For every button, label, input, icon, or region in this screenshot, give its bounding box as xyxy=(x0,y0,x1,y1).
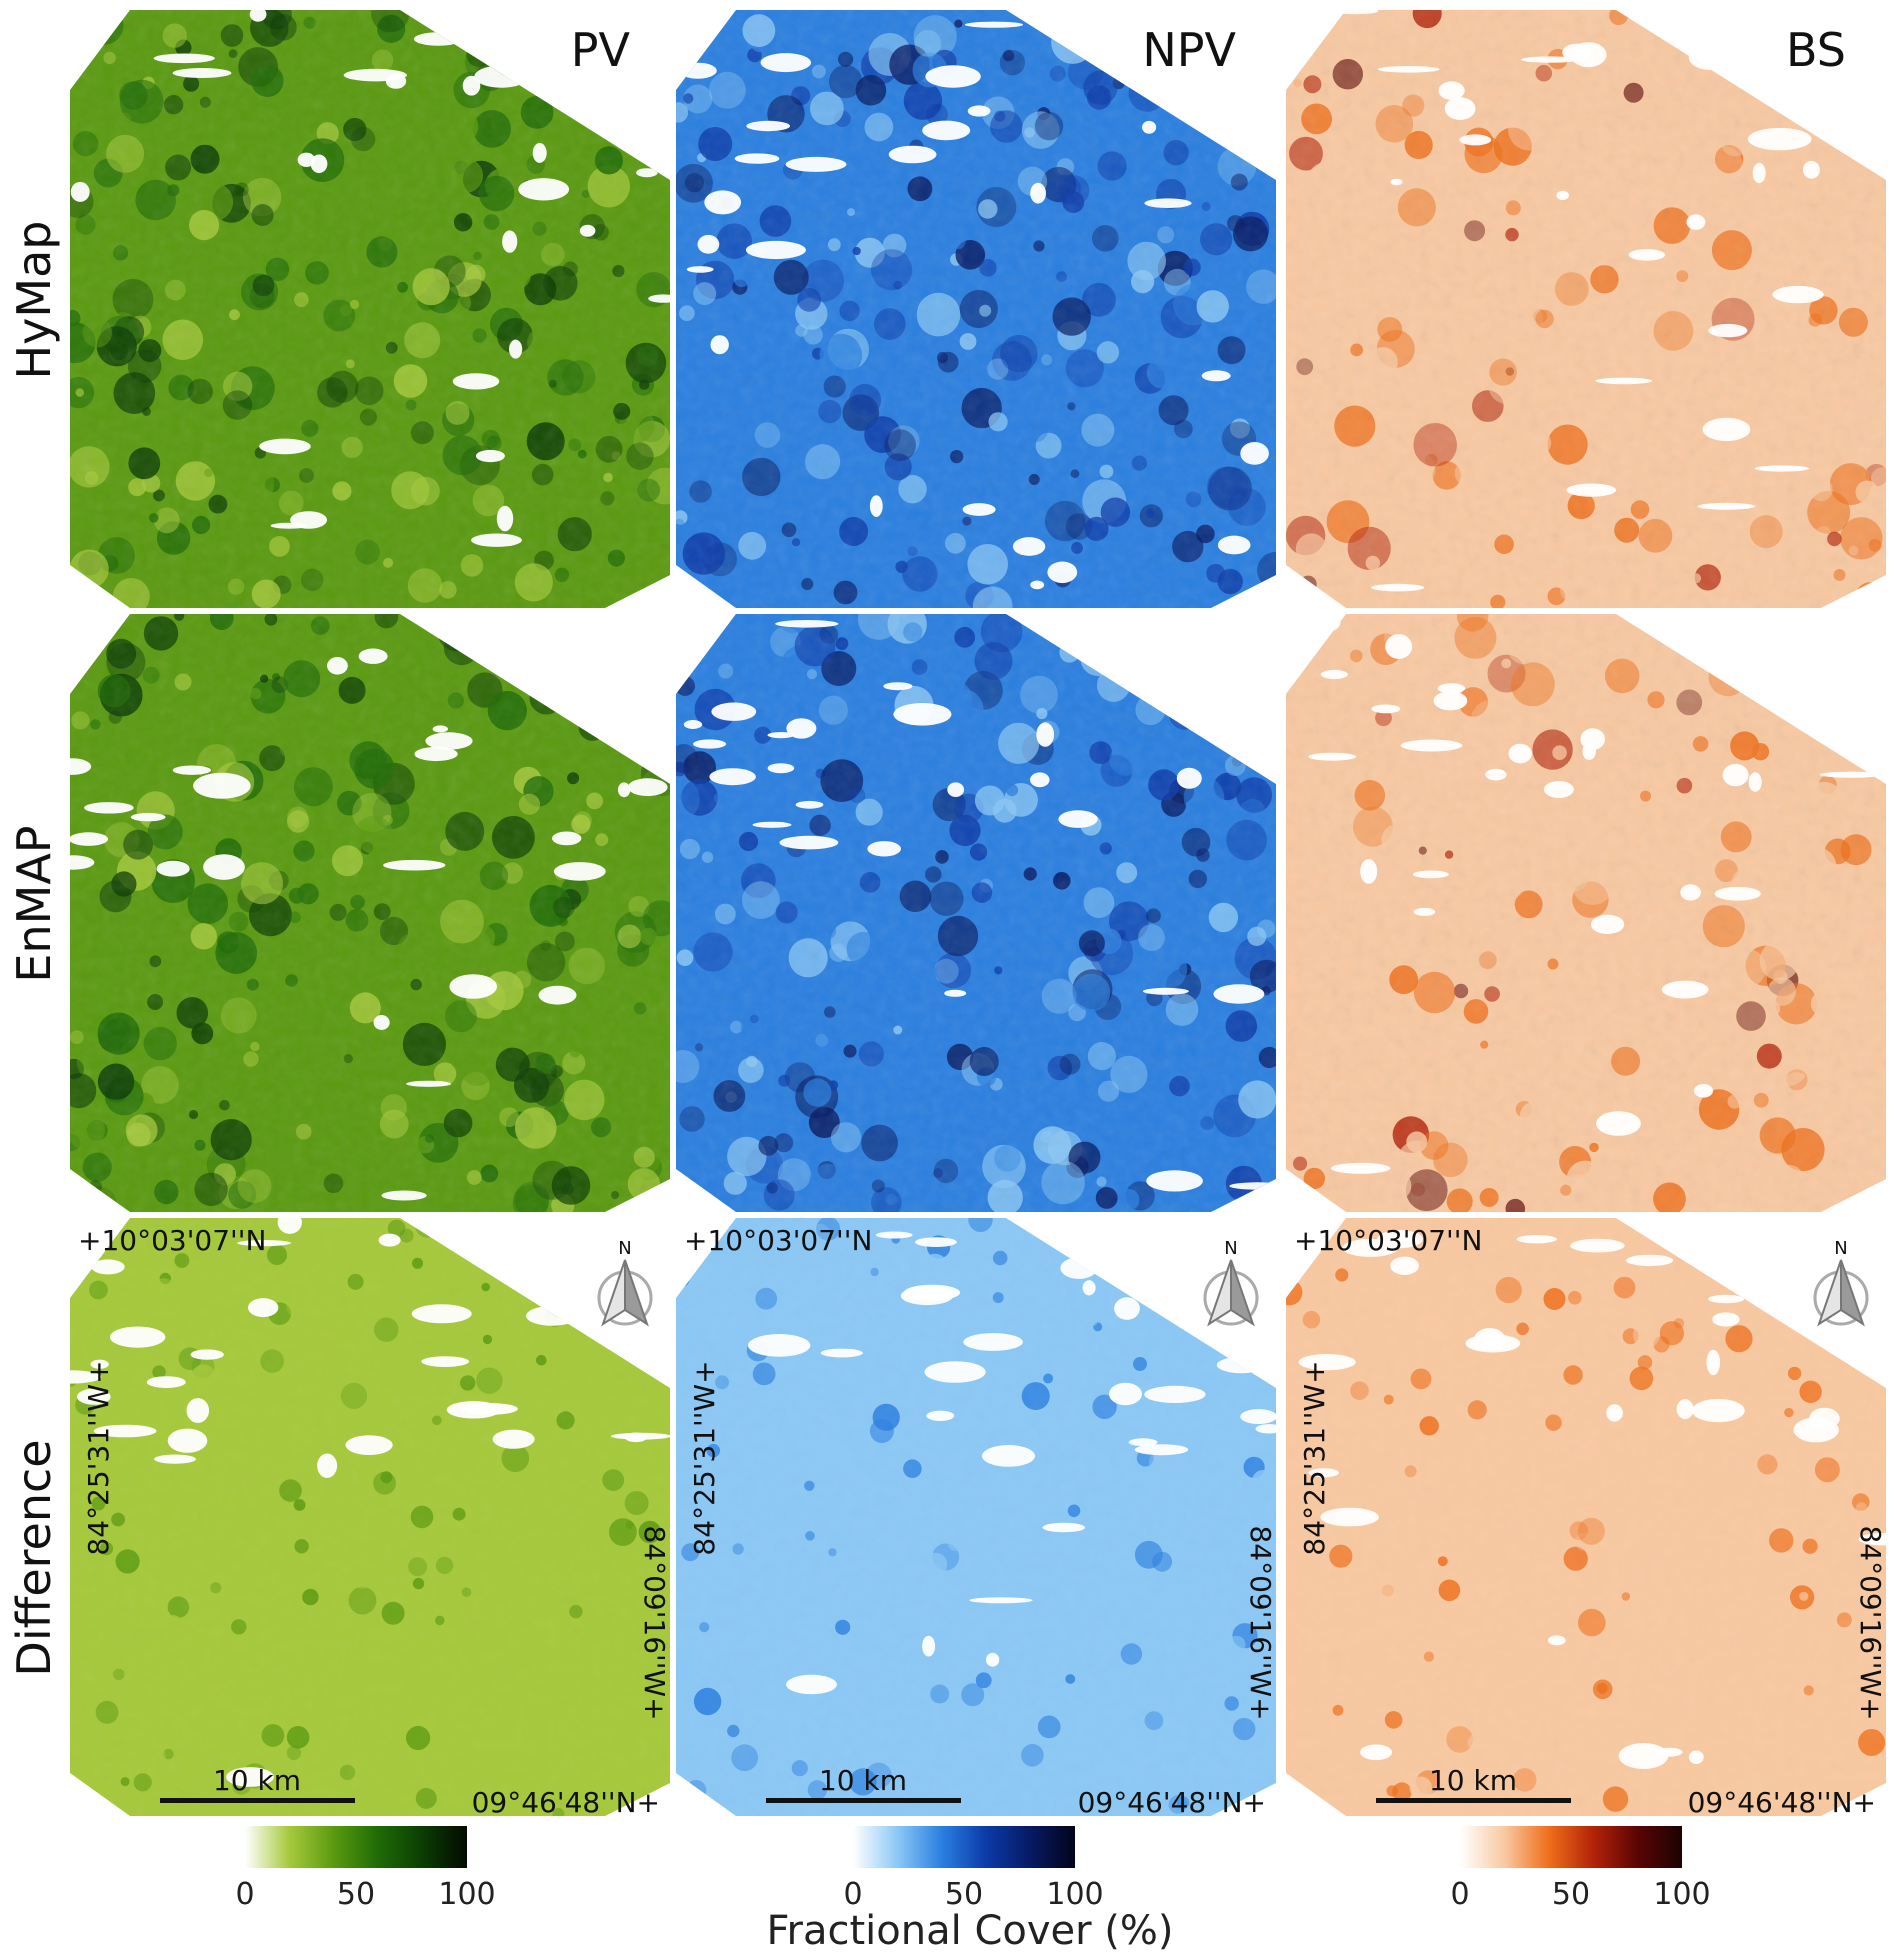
scale-bar: 10 km xyxy=(1376,1764,1571,1803)
map-annotations: +10°03'07''N 84°25'31''W+ 84°09'16''W+ 09°4… xyxy=(78,1224,1887,1819)
lat-bottom-label: 09°46'48''N+ xyxy=(1688,1786,1876,1819)
row-title-difference: Difference xyxy=(7,1439,61,1676)
scale-bar: 10 km xyxy=(766,1764,961,1803)
lat-top-label: +10°03'07''N xyxy=(1294,1224,1482,1257)
lat-bottom-label: 09°46'48''N+ xyxy=(472,1786,660,1819)
panel-enmap-pv xyxy=(70,614,670,1212)
panel-hymap-npv xyxy=(676,10,1276,608)
panel-enmap-bs xyxy=(1286,614,1886,1212)
lon-right-label: 84°09'16''W+ xyxy=(1854,1525,1887,1720)
lat-bottom-label: 09°46'48''N+ xyxy=(1078,1786,1266,1819)
colorbar-tick-label: 0 xyxy=(1450,1877,1469,1912)
coordinate-labels: +10°03'07''N 84°25'31''W+ 84°09'16''W+ 09°4… xyxy=(78,1224,671,1819)
row-labels: HyMap EnMAP Difference xyxy=(7,221,61,1677)
coordinate-labels: +10°03'07''N 84°25'31''W+ 84°09'16''W+ 09°4… xyxy=(684,1224,1277,1819)
colorbar-tick-label: 50 xyxy=(945,1877,983,1912)
colorbar-tick-label: 100 xyxy=(438,1877,495,1912)
north-label: N xyxy=(618,1238,631,1259)
lat-top-label: +10°03'07''N xyxy=(78,1224,266,1257)
panel-hymap-bs xyxy=(1286,10,1886,608)
colorbar-gradient xyxy=(1460,1826,1682,1868)
coordinate-labels: +10°03'07''N 84°25'31''W+ 84°09'16''W+ 09°4… xyxy=(1294,1224,1887,1819)
panel-difference-bs xyxy=(1286,1218,1886,1816)
map-panels xyxy=(70,10,1886,1816)
north-arrow-icon: N xyxy=(597,1238,653,1327)
north-arrow-icon: N xyxy=(1813,1238,1869,1327)
column-title-pv: PV xyxy=(571,23,631,77)
colorbar-tick-label: 0 xyxy=(843,1877,862,1912)
scale-bar-label: 10 km xyxy=(819,1764,907,1797)
north-label: N xyxy=(1834,1238,1847,1259)
lon-right-label: 84°09'16''W+ xyxy=(638,1525,671,1720)
scale-bar-label: 10 km xyxy=(1429,1764,1517,1797)
colorbar-tick-label: 100 xyxy=(1653,1877,1710,1912)
colorbar-bs: 0 50 100 xyxy=(1450,1826,1711,1912)
lon-left-label: 84°25'31''W+ xyxy=(688,1360,721,1555)
panel-difference-pv xyxy=(70,1218,670,1816)
north-label: N xyxy=(1224,1238,1237,1259)
lat-top-label: +10°03'07''N xyxy=(684,1224,872,1257)
scale-bar-label: 10 km xyxy=(213,1764,301,1797)
colorbar-pv: 0 50 100 xyxy=(235,1826,496,1912)
panel-difference-npv xyxy=(676,1218,1276,1816)
row-title-hymap: HyMap xyxy=(7,221,61,380)
column-title-npv: NPV xyxy=(1142,23,1236,77)
lon-right-label: 84°09'16''W+ xyxy=(1244,1525,1277,1720)
colorbar-gradient xyxy=(245,1826,467,1868)
colorbar-tick-label: 100 xyxy=(1046,1877,1103,1912)
colorbar-tick-label: 50 xyxy=(1552,1877,1590,1912)
row-title-enmap: EnMAP xyxy=(7,825,61,982)
panel-hymap-pv xyxy=(70,10,670,608)
colorbar-tick-label: 0 xyxy=(235,1877,254,1912)
colorbar-gradient xyxy=(853,1826,1075,1868)
colorbars: 0 50 100 0 50 100 0 50 100 xyxy=(235,1826,1711,1912)
colorbar-tick-label: 50 xyxy=(337,1877,375,1912)
scale-bar: 10 km xyxy=(160,1764,355,1803)
lon-left-label: 84°25'31''W+ xyxy=(82,1360,115,1555)
panel-enmap-npv xyxy=(676,614,1276,1212)
colorbar-npv: 0 50 100 xyxy=(843,1826,1104,1912)
lon-left-label: 84°25'31''W+ xyxy=(1298,1360,1331,1555)
column-title-bs: BS xyxy=(1786,23,1846,77)
colorbar-axis-label: Fractional Cover (%) xyxy=(766,1908,1173,1954)
north-arrow-icon: N xyxy=(1203,1238,1259,1327)
column-labels: PV NPV BS xyxy=(571,23,1846,77)
